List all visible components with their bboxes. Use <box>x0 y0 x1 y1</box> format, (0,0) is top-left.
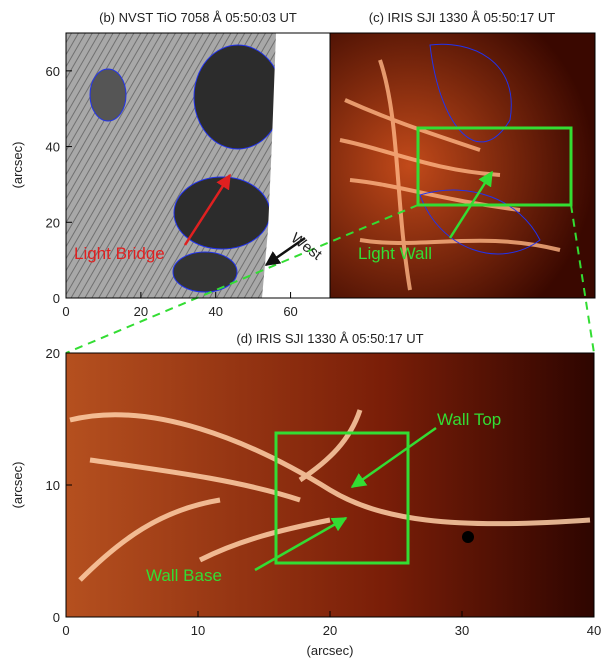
y-tick-label: 0 <box>53 291 60 306</box>
y-tick-label: 60 <box>46 64 60 79</box>
x-tick-label: 0 <box>62 623 69 638</box>
y-tick-label: 40 <box>46 140 60 155</box>
annotation: Light Bridge <box>74 244 165 263</box>
x-tick-label: 10 <box>191 623 205 638</box>
x-tick-label: 20 <box>323 623 337 638</box>
annotation: Light Wall <box>358 244 432 263</box>
y-tick-label: 20 <box>46 346 60 361</box>
y-tick-label: 10 <box>46 478 60 493</box>
x-label: (arcsec) <box>307 643 354 658</box>
y-label: (arcsec) <box>10 462 25 509</box>
panel-title: (c) IRIS SJI 1330 Å 05:50:17 UT <box>369 10 555 25</box>
y-tick-label: 0 <box>53 610 60 625</box>
x-tick-label: 40 <box>208 304 222 319</box>
figure: Light Bridge West Light Wall Wall Top Wa… <box>0 0 603 662</box>
annotation: Wall Top <box>437 410 501 429</box>
x-tick-label: 30 <box>455 623 469 638</box>
annotation: Wall Base <box>146 566 222 585</box>
x-tick-label: 60 <box>283 304 297 319</box>
x-tick-label: 20 <box>134 304 148 319</box>
y-tick-label: 20 <box>46 215 60 230</box>
y-label: (arcsec) <box>10 142 25 189</box>
x-tick-label: 0 <box>62 304 69 319</box>
x-tick-label: 40 <box>587 623 601 638</box>
panel-title: (b) NVST TiO 7058 Å 05:50:03 UT <box>99 10 297 25</box>
panel-title: (d) IRIS SJI 1330 Å 05:50:17 UT <box>236 331 423 346</box>
